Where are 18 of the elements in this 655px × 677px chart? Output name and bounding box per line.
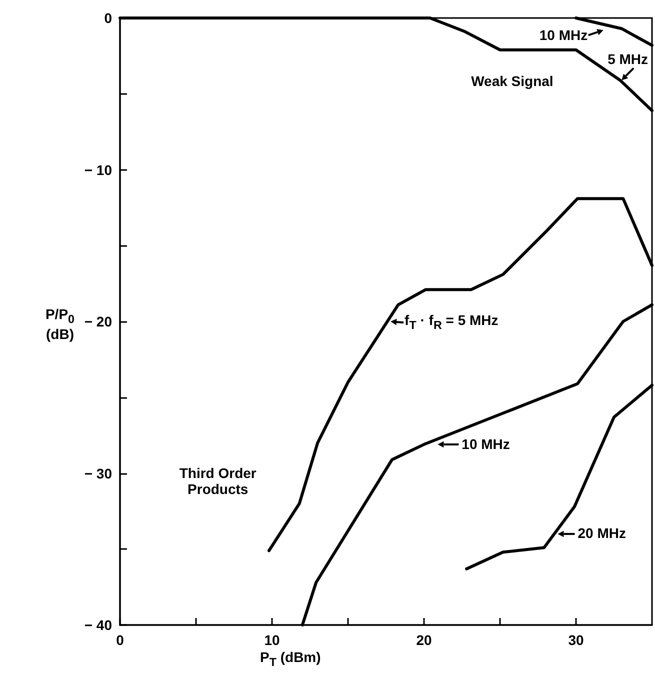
annotation: 5 MHz (608, 50, 648, 68)
annotation: 10 MHz (539, 26, 588, 44)
y-axis-title: P/P$_{0}$ (dB) (45, 306, 75, 342)
annotation: 20 MHz (578, 525, 626, 542)
annotation: Third Order Products (178, 465, 258, 498)
y-tick-label: − 10 (84, 162, 112, 178)
y-tick-label: 0 (104, 10, 112, 26)
x-tick-label: 20 (416, 632, 432, 648)
x-tick-label: 0 (116, 632, 124, 648)
annotation: Weak Signal (471, 73, 554, 90)
annotation: f$_{T}$ · f$_{R}$ = 5 MHz (404, 312, 498, 332)
y-tick-label: − 20 (84, 314, 112, 330)
x-axis-title: P$_{T}$ (dBm) (260, 649, 321, 670)
annotation: 10 MHz (462, 436, 510, 452)
y-tick-label: − 40 (84, 617, 112, 633)
x-tick-label: 30 (568, 632, 584, 648)
x-tick-label: 10 (264, 632, 280, 648)
y-tick-label: − 30 (84, 465, 112, 482)
